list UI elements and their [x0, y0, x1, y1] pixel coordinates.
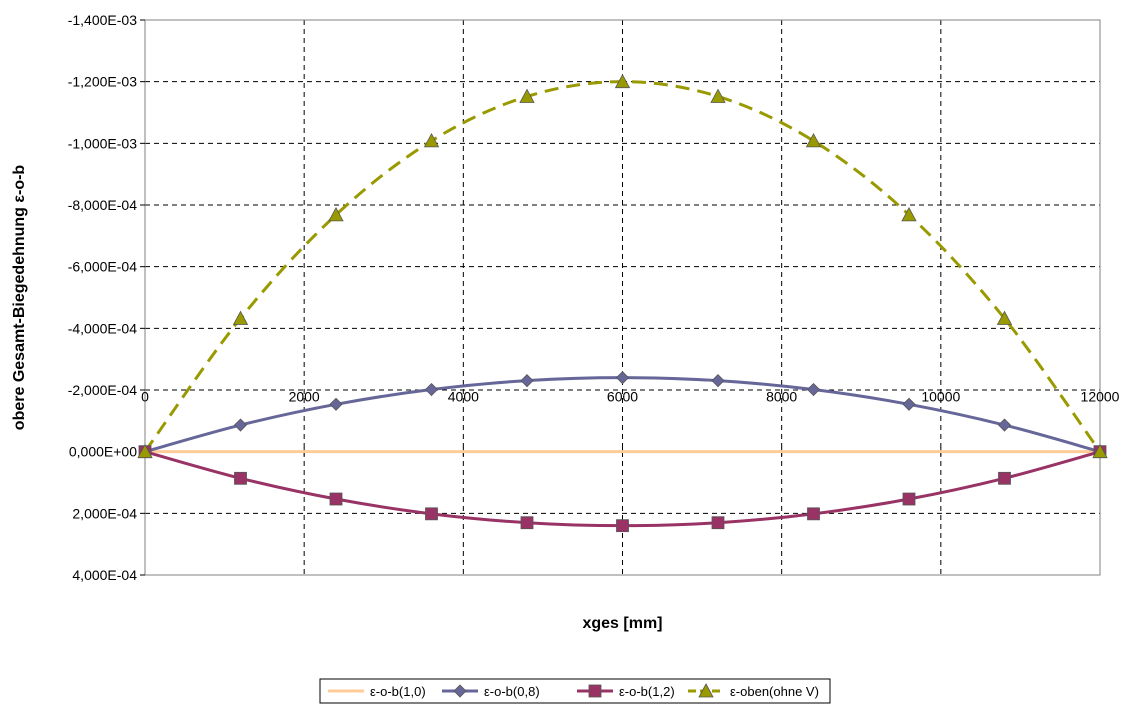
- y-tick-label: 4,000E-04: [72, 567, 137, 583]
- data-point-square: [711, 516, 725, 530]
- legend-label: ε-o-b(0,8): [484, 684, 540, 699]
- series-markers: [137, 73, 1108, 533]
- x-tick-label: 2000: [289, 389, 320, 405]
- data-point-triangle: [996, 310, 1013, 325]
- data-point-triangle: [328, 207, 344, 222]
- legend-label: ε-o-b(1,2): [619, 684, 675, 699]
- data-point-diamond: [806, 382, 821, 397]
- data-point-triangle: [519, 88, 535, 103]
- data-point-diamond: [902, 397, 916, 411]
- x-tick-label: 6000: [607, 389, 638, 405]
- x-tick-label: 12000: [1081, 389, 1120, 405]
- legend-marker-diamond: [453, 684, 467, 698]
- data-point-square: [998, 471, 1011, 485]
- legend-marker-square: [588, 684, 602, 698]
- plot-area-frame: [144, 19, 1101, 576]
- legend: ε-o-b(1,0) ε-o-b(0,8) ε-o-b(1,2) ε-oben(ohn…: [319, 678, 831, 704]
- data-point-diamond: [997, 418, 1012, 432]
- data-point-square: [425, 507, 438, 521]
- y-tick-label: -2,000E-04: [68, 382, 137, 398]
- y-tick-label: 0,000E+00: [69, 444, 137, 460]
- data-point-diamond: [615, 371, 630, 385]
- data-point-triangle: [614, 73, 631, 89]
- y-axis-title: obere Gesamt-Biegedehnung ε-o-b: [11, 165, 28, 431]
- legend-label: ε-o-b(1,0): [370, 684, 426, 699]
- data-point-square: [520, 516, 534, 530]
- data-point-triangle: [232, 310, 249, 325]
- data-point-square: [616, 519, 629, 533]
- x-axis-title: xges [mm]: [582, 615, 662, 632]
- data-point-triangle: [901, 207, 917, 222]
- data-point-triangle: [137, 443, 153, 459]
- y-tick-label: -1,200E-03: [68, 74, 137, 90]
- legend-marker-triangle: [698, 683, 714, 698]
- y-tick-label: -6,000E-04: [68, 259, 137, 275]
- x-tick-label: 8000: [766, 389, 797, 405]
- data-point-triangle: [805, 133, 822, 148]
- y-tick-label: -1,000E-03: [68, 135, 137, 151]
- data-point-triangle: [423, 133, 440, 148]
- data-point-square: [234, 471, 247, 485]
- data-point-diamond: [233, 418, 248, 432]
- y-tick-label: 2,000E-04: [72, 505, 137, 521]
- data-point-diamond: [520, 374, 534, 388]
- y-tick-label: -8,000E-04: [68, 197, 137, 213]
- y-tick-label: -1,400E-03: [68, 12, 137, 28]
- legend-box: [319, 678, 831, 704]
- data-point-square: [902, 492, 916, 506]
- legend-label: ε-oben(ohne V): [730, 684, 819, 699]
- y-axis-ticks: -1,400E-03 -1,200E-03 -1,000E-03 -8,000E-04…: [68, 12, 145, 583]
- data-point-square: [807, 507, 820, 521]
- data-point-diamond: [424, 382, 439, 397]
- data-point-triangle: [1092, 443, 1108, 459]
- data-point-diamond: [711, 374, 725, 388]
- data-point-square: [329, 492, 343, 506]
- y-tick-label: -4,000E-04: [68, 320, 137, 336]
- data-point-triangle: [710, 88, 726, 103]
- data-point-diamond: [329, 397, 343, 411]
- x-tick-label: 4000: [448, 389, 479, 405]
- x-tick-label: 0: [141, 389, 149, 405]
- x-axis-ticks: 0 2000 4000 6000 8000 10000 12000: [141, 389, 1120, 456]
- x-tick-label: 10000: [921, 389, 960, 405]
